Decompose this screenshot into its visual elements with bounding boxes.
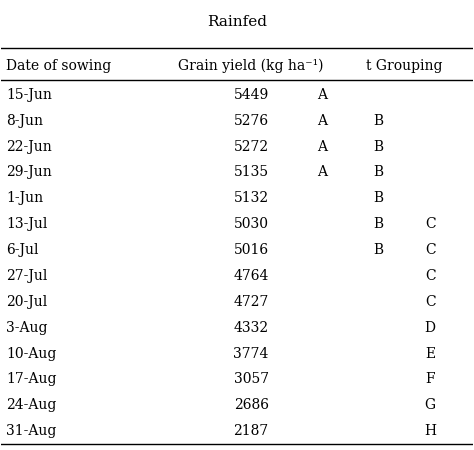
Text: 5030: 5030 bbox=[234, 217, 269, 231]
Text: Rainfed: Rainfed bbox=[207, 15, 267, 29]
Text: E: E bbox=[425, 346, 435, 360]
Text: 29-Jun: 29-Jun bbox=[6, 166, 52, 180]
Text: 5135: 5135 bbox=[234, 166, 269, 180]
Text: 20-Jul: 20-Jul bbox=[6, 295, 47, 309]
Text: Grain yield (kg ha⁻¹): Grain yield (kg ha⁻¹) bbox=[178, 59, 324, 73]
Text: 5276: 5276 bbox=[234, 114, 269, 128]
Text: 5132: 5132 bbox=[234, 191, 269, 205]
Text: F: F bbox=[425, 373, 435, 387]
Text: 2187: 2187 bbox=[234, 424, 269, 438]
Text: 5016: 5016 bbox=[234, 243, 269, 257]
Text: 17-Aug: 17-Aug bbox=[6, 373, 56, 387]
Text: B: B bbox=[374, 114, 383, 128]
Text: 5449: 5449 bbox=[234, 88, 269, 102]
Text: A: A bbox=[317, 114, 327, 128]
Text: 4727: 4727 bbox=[234, 295, 269, 309]
Text: G: G bbox=[425, 398, 436, 412]
Text: 15-Jun: 15-Jun bbox=[6, 88, 52, 102]
Text: 4764: 4764 bbox=[234, 269, 269, 283]
Text: A: A bbox=[317, 166, 327, 180]
Text: B: B bbox=[374, 140, 383, 153]
Text: 3774: 3774 bbox=[234, 346, 269, 360]
Text: B: B bbox=[374, 217, 383, 231]
Text: t Grouping: t Grouping bbox=[366, 59, 443, 73]
Text: 1-Jun: 1-Jun bbox=[6, 191, 43, 205]
Text: 6-Jul: 6-Jul bbox=[6, 243, 38, 257]
Text: 24-Aug: 24-Aug bbox=[6, 398, 56, 412]
Text: 8-Jun: 8-Jun bbox=[6, 114, 43, 128]
Text: C: C bbox=[425, 217, 436, 231]
Text: C: C bbox=[425, 269, 436, 283]
Text: Date of sowing: Date of sowing bbox=[6, 59, 111, 73]
Text: 3-Aug: 3-Aug bbox=[6, 321, 47, 335]
Text: B: B bbox=[374, 191, 383, 205]
Text: 5272: 5272 bbox=[234, 140, 269, 153]
Text: 3057: 3057 bbox=[234, 373, 269, 387]
Text: A: A bbox=[317, 140, 327, 153]
Text: 31-Aug: 31-Aug bbox=[6, 424, 56, 438]
Text: 22-Jun: 22-Jun bbox=[6, 140, 52, 153]
Text: H: H bbox=[424, 424, 436, 438]
Text: 10-Aug: 10-Aug bbox=[6, 346, 56, 360]
Text: B: B bbox=[374, 243, 383, 257]
Text: D: D bbox=[425, 321, 436, 335]
Text: A: A bbox=[317, 88, 327, 102]
Text: 13-Jul: 13-Jul bbox=[6, 217, 47, 231]
Text: C: C bbox=[425, 295, 436, 309]
Text: C: C bbox=[425, 243, 436, 257]
Text: B: B bbox=[374, 166, 383, 180]
Text: 27-Jul: 27-Jul bbox=[6, 269, 47, 283]
Text: 4332: 4332 bbox=[234, 321, 269, 335]
Text: 2686: 2686 bbox=[234, 398, 269, 412]
